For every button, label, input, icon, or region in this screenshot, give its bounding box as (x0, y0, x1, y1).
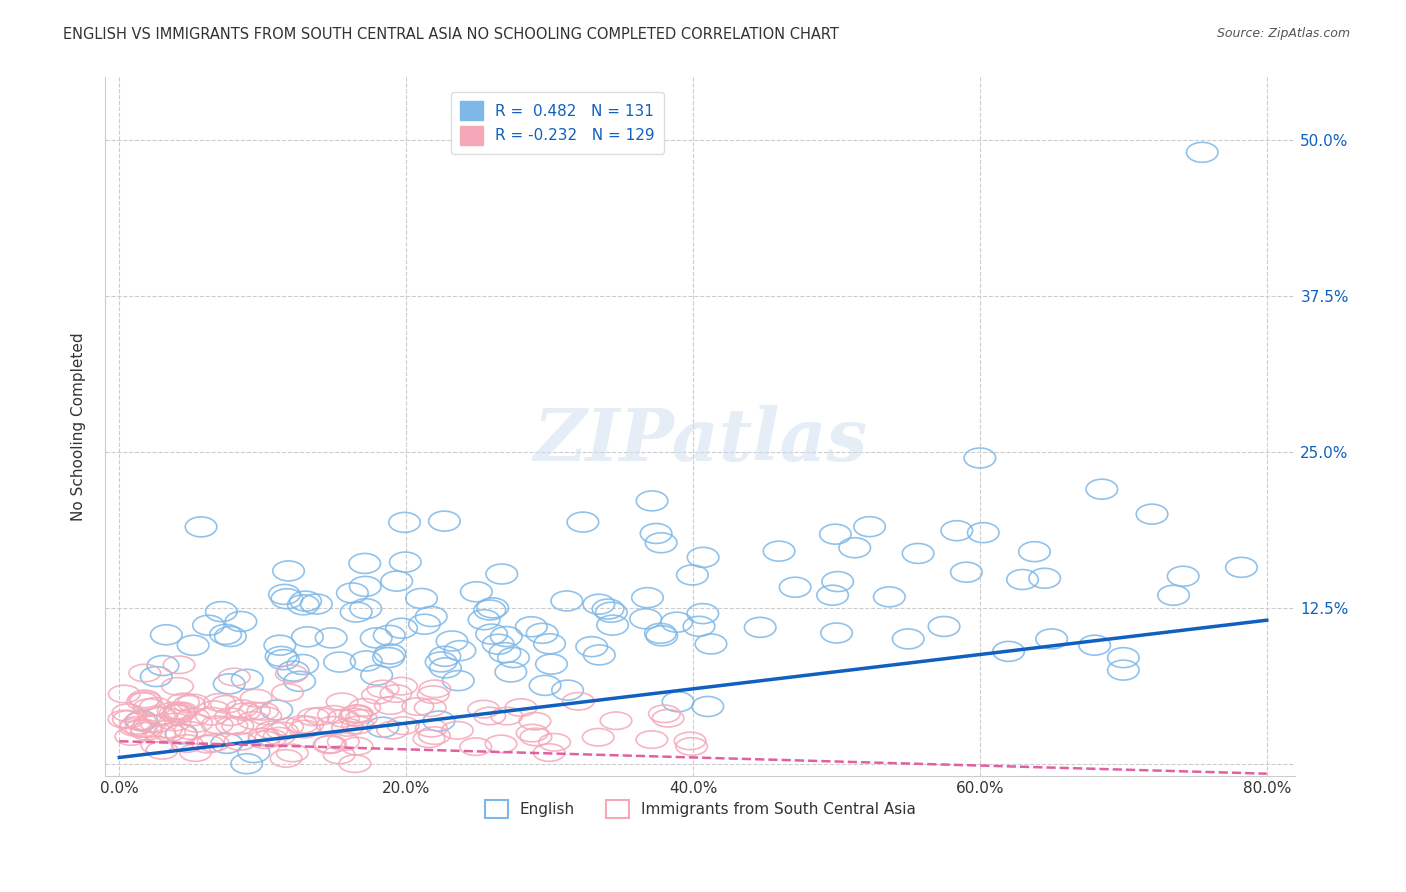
Text: Source: ZipAtlas.com: Source: ZipAtlas.com (1216, 27, 1350, 40)
Legend: English, Immigrants from South Central Asia: English, Immigrants from South Central A… (478, 794, 922, 824)
Text: ENGLISH VS IMMIGRANTS FROM SOUTH CENTRAL ASIA NO SCHOOLING COMPLETED CORRELATION: ENGLISH VS IMMIGRANTS FROM SOUTH CENTRAL… (63, 27, 839, 42)
Y-axis label: No Schooling Completed: No Schooling Completed (72, 333, 86, 521)
Text: ZIPatlas: ZIPatlas (533, 405, 868, 476)
